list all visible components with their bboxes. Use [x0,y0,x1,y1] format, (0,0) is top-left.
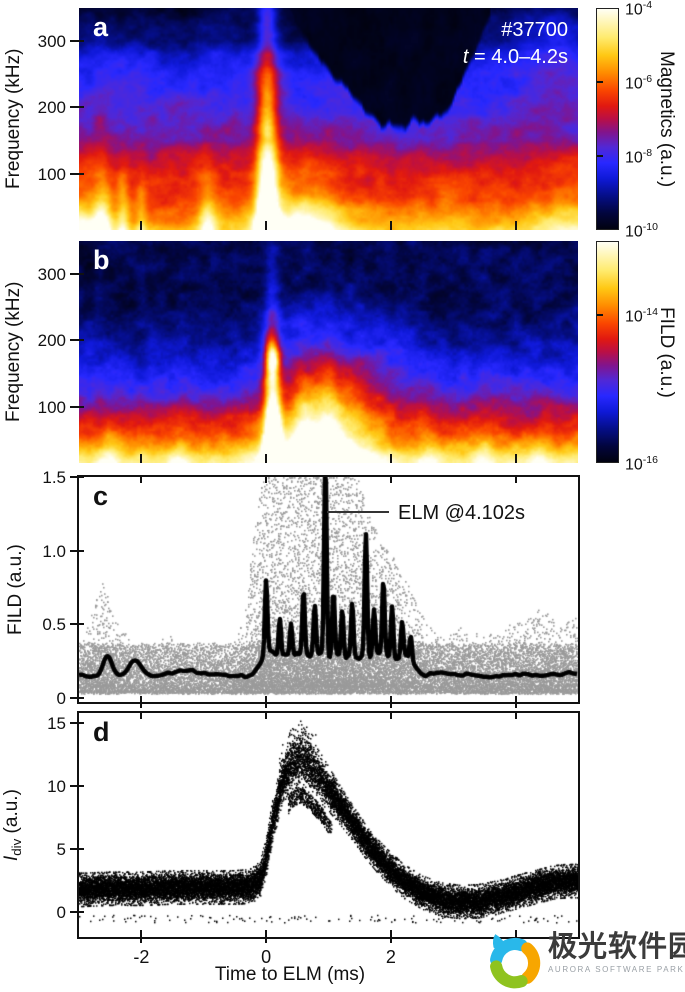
elm-annotation: ELM @4.102s [398,502,526,524]
y-tick-label-d: 0 [56,903,66,922]
y-tick-label-d: 15 [47,713,66,733]
y-tick-d [70,784,84,787]
x-tick-c-top [389,475,392,483]
colorbar-b-title: FILD (a.u.) [656,306,677,398]
y-axis-title-c: FILD (a.u.) [5,544,26,636]
y-tick-a [70,40,84,43]
y-tick-d [70,847,84,850]
x-tick-label: 0 [261,947,272,967]
colorbar-a-title: Magnetics (a.u.) [656,50,677,188]
y-tick-b [70,339,84,342]
x-tick-d-top [389,711,392,719]
x-tick-c-top [514,475,517,483]
time-value: = 4.0–4.2s [468,46,568,68]
x-tick-b [514,454,517,463]
colorbar-tick [597,155,603,158]
y-tick-label-b: 100 [37,397,66,417]
x-tick-label: 2 [385,947,396,967]
panel-d-letter: d [93,717,110,747]
colorbar-tick-label: 10-8 [625,147,653,167]
y-tick-d [70,721,84,724]
colorbar-tick [597,313,603,316]
x-tick-b [265,454,268,463]
idiv-units: (a.u.) [1,789,22,839]
colorbar-tick [597,80,603,83]
elm-pointer-line [327,511,389,513]
y-tick-label-c: 0 [56,688,66,708]
x-axis-title: Time to ELM (ms) [214,964,366,985]
panel-c-fild-timeseries [79,477,578,702]
x-tick-d-top [514,711,517,719]
aurora-logo-icon [490,934,541,989]
watermark-text: 极光软件园 AURORA SOFTWARE PARK [548,931,685,974]
y-tick-label-a: 200 [37,98,66,118]
x-tick-d-bottom [265,930,268,943]
x-tick-a [265,221,268,230]
colorbar-fild [596,241,619,463]
y-tick-c [70,549,84,552]
y-tick-label-a: 100 [37,164,66,184]
x-tick-c-bottom [265,696,268,708]
colorbar-tick-label: 10-4 [625,0,653,19]
panel-d-idiv-timeseries [79,713,578,937]
y-tick-c [70,623,84,626]
panel-a-letter: a [93,12,109,42]
x-tick-c-top [140,475,143,483]
y-tick-a [70,172,84,175]
x-tick-b [140,454,143,463]
y-tick-b [70,273,84,276]
colorbar-magnetics [596,8,619,230]
watermark-en: AURORA SOFTWARE PARK [548,964,685,974]
y-tick-label-c: 0.5 [42,615,66,635]
shot-number: #37700 [501,19,568,41]
y-tick-c [70,696,84,699]
colorbar-tick-label: 10-14 [625,305,658,326]
watermark-cn: 极光软件园 [548,931,685,963]
x-tick-c-bottom [140,696,143,708]
y-tick-c [70,476,84,478]
y-tick-label-a: 300 [37,32,66,52]
time-symbol: t [462,46,469,68]
x-tick-d-bottom [140,930,143,943]
panel-b-letter: b [93,245,110,275]
y-tick-label-b: 300 [37,265,66,285]
colorbar-tick-label: 10-16 [625,454,658,474]
colorbar-tick-label: 10-6 [625,72,653,93]
x-tick-a [514,221,517,230]
shot-and-time-annotation: #37700 t = 4.0–4.2s [360,17,568,71]
x-tick-d-bottom [389,930,392,943]
y-tick-label-c: 1.5 [42,468,66,487]
y-tick-b [70,405,84,408]
y-tick-a [70,106,84,109]
panel-c-letter: c [93,481,109,511]
x-tick-d-top [265,711,268,719]
colorbar-tick-label: 10-10 [625,221,658,241]
y-tick-d [70,911,84,913]
y-tick-label-b: 200 [37,331,66,351]
x-tick-d-bottom [514,930,517,943]
x-tick-a [389,221,392,230]
y-tick-label-d: 10 [47,776,66,796]
x-tick-a [140,221,143,230]
panel-b-fild-spectrogram [79,241,578,463]
y-tick-label-c: 1.0 [42,541,66,561]
watermark: 极光软件园 AURORA SOFTWARE PARK [486,931,685,992]
x-tick-c-bottom [514,696,517,708]
x-tick-c-top [265,475,268,483]
x-tick-label: -2 [133,947,150,967]
x-tick-b [389,454,392,463]
y-tick-label-d: 5 [56,839,66,859]
x-tick-c-bottom [389,696,392,708]
panel-a-magnetics-spectrogram [79,8,578,230]
x-tick-d-top [140,711,143,719]
time-window: t = 4.0–4.2s [360,44,568,71]
